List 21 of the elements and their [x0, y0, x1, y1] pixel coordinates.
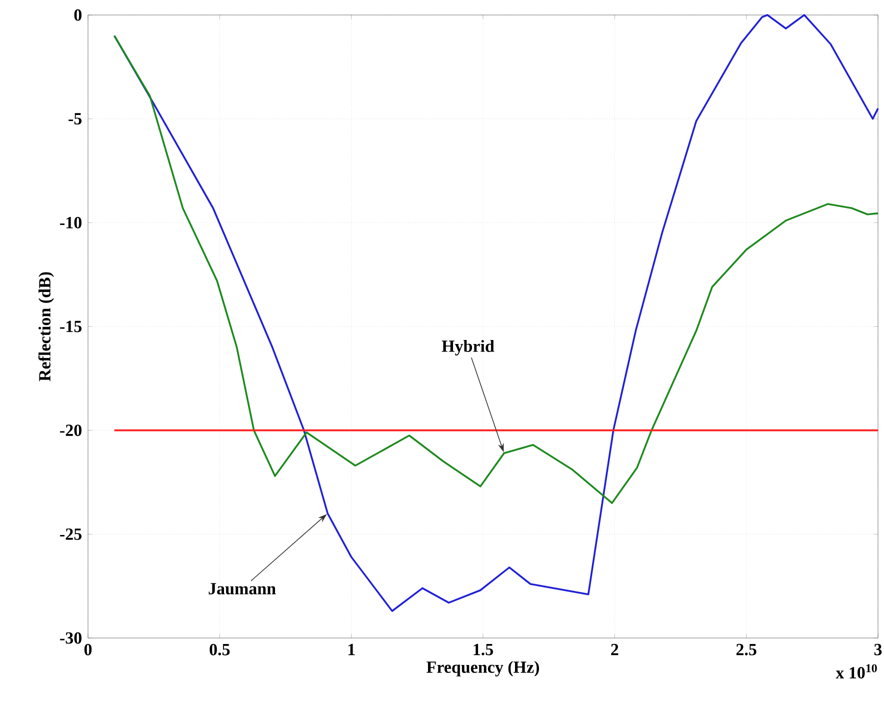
y-axis-title: Reflection (dB) — [38, 272, 54, 382]
line-series — [113, 14, 879, 612]
text: x 10$^{10}$ — [836, 664, 877, 679]
line-series — [113, 34, 879, 504]
x-tick-label: 1.5 — [474, 644, 494, 656]
y-tick-label: -25 — [60, 528, 82, 540]
y-tick-label: -10 — [60, 216, 82, 228]
annotation: Hybrid — [442, 340, 494, 356]
x-tick-label: 3 — [874, 644, 882, 656]
x-axis-title: Frequency (Hz) — [426, 660, 539, 676]
y-tick-label: 0 — [74, 9, 82, 21]
x-tick-label: 1 — [348, 644, 355, 656]
y-tick-label: -5 — [68, 113, 82, 124]
x-tick-label: 0 — [84, 644, 92, 656]
y-tick-label: -15 — [60, 320, 82, 332]
y-tick-label: -20 — [60, 424, 82, 436]
y-tick-label: -30 — [60, 632, 82, 644]
x-tick-label: 2.5 — [736, 644, 756, 656]
annotation: Jaumann — [208, 583, 276, 594]
x-tick-label: 2 — [611, 644, 618, 656]
x-tick-label: 0.5 — [210, 644, 230, 656]
